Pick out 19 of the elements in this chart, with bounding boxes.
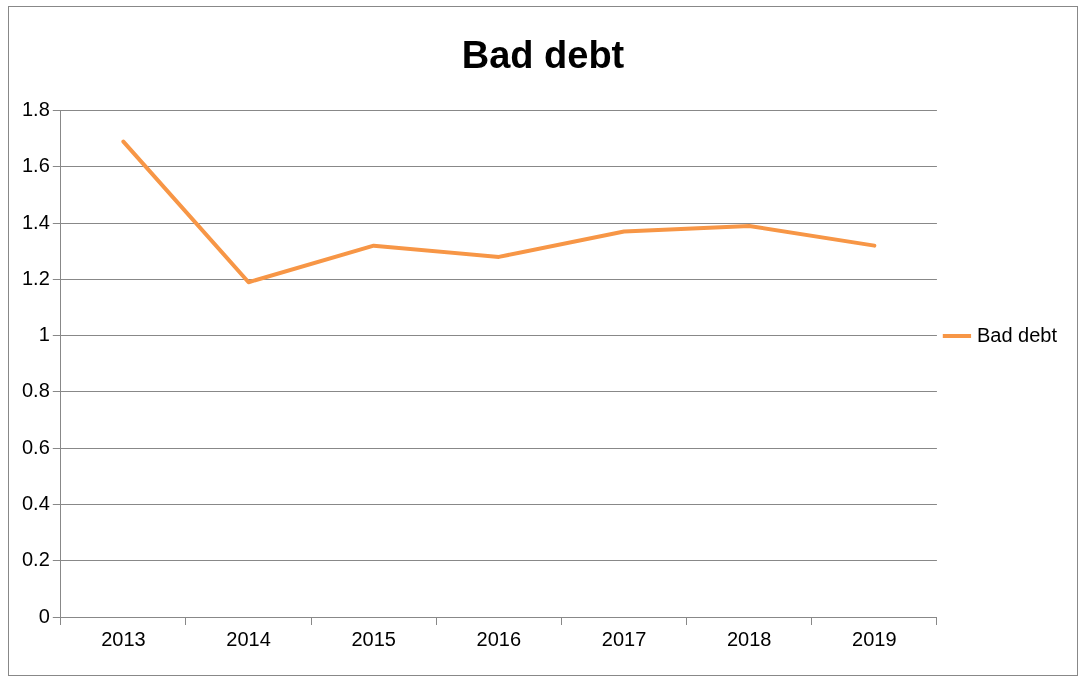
x-tick-label: 2016 (476, 627, 522, 650)
y-tick-label: 0.8 (21, 379, 50, 402)
y-tick-label: 1 (38, 323, 50, 346)
y-tick-label: 1.4 (21, 210, 50, 233)
y-tick-label: 0.4 (21, 491, 50, 514)
y-tick-label: 1.8 (21, 98, 50, 121)
x-tick-label: 2019 (852, 627, 897, 650)
chart-title: Bad debt (461, 34, 625, 77)
y-tick-label: 0.2 (21, 548, 50, 571)
y-tick-label: 0 (38, 604, 50, 627)
x-tick-label: 2017 (601, 627, 647, 650)
x-tick-label: 2013 (101, 627, 146, 650)
x-tick-label: 2018 (726, 627, 772, 650)
legend-label: Bad debt (976, 323, 1058, 346)
x-tick-label: 2014 (226, 627, 271, 650)
y-tick-label: 1.6 (21, 154, 50, 177)
y-tick-label: 1.2 (21, 266, 50, 289)
y-tick-label: 0.6 (21, 435, 50, 458)
x-tick-label: 2015 (351, 627, 396, 650)
